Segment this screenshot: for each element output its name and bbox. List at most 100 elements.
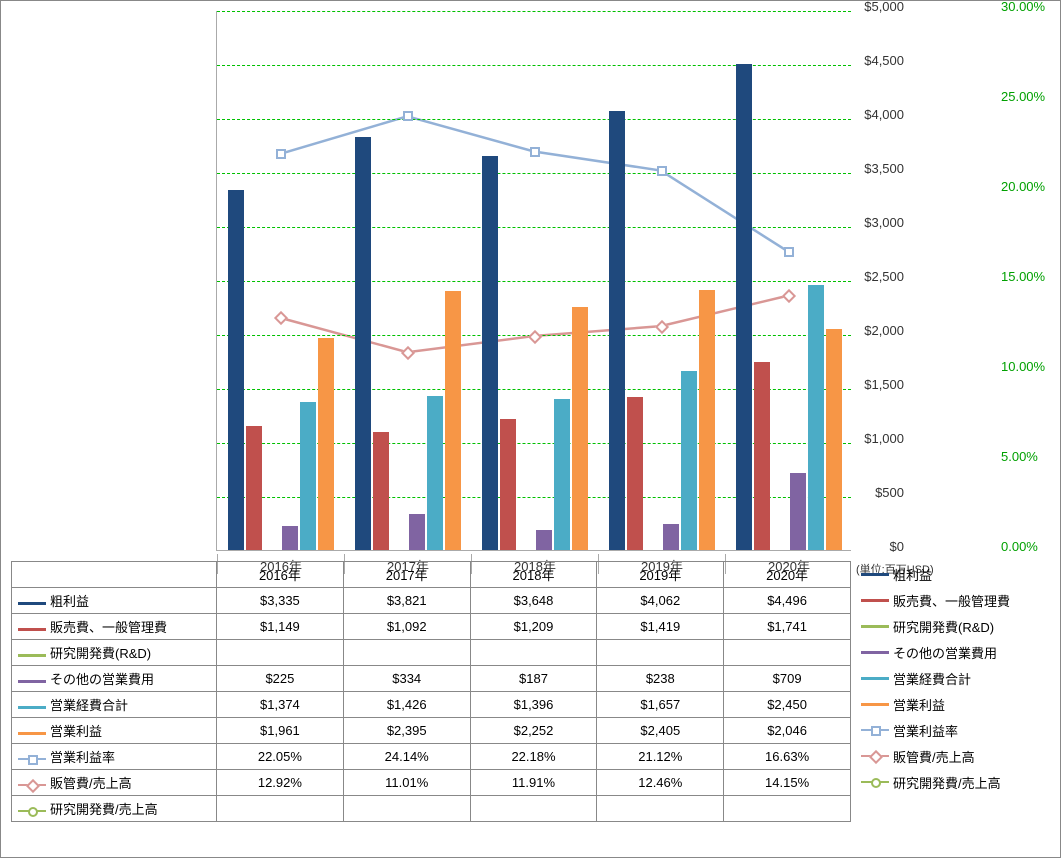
table-header-cell: 2016年 [217, 562, 344, 588]
grid-line [217, 119, 851, 120]
left-axis-tick: $4,500 [854, 53, 904, 68]
table-cell: $1,426 [343, 692, 470, 718]
right-axis-tick: 25.00% [1001, 89, 1045, 104]
table-cell [724, 640, 851, 666]
table-cell: 14.15% [724, 770, 851, 796]
grid-line [217, 65, 851, 66]
left-axis-tick: $3,000 [854, 215, 904, 230]
bar-total_opex [681, 371, 697, 550]
legend-swatch [18, 597, 46, 609]
left-axis-tick: $2,500 [854, 269, 904, 284]
legend-label: 研究開発費/売上高 [893, 773, 1001, 792]
series-label: 営業利益率 [50, 750, 115, 765]
bar-gross_profit [609, 111, 625, 550]
table-cell: 11.01% [343, 770, 470, 796]
legend-label: 販売費、一般管理費 [893, 591, 1010, 610]
right-axis-tick: 15.00% [1001, 269, 1045, 284]
bar-sga [500, 419, 516, 550]
table-cell: $2,450 [724, 692, 851, 718]
legend-item: 営業経費合計 [861, 665, 1056, 691]
left-axis-tick: $5,000 [854, 0, 904, 14]
table-cell: $1,209 [470, 614, 597, 640]
table-cell: 12.46% [597, 770, 724, 796]
bar-op_income [318, 338, 334, 550]
table-cell: $1,396 [470, 692, 597, 718]
legend-swatch [861, 594, 889, 606]
marker-sga_ratio [781, 289, 795, 303]
right-y-axis: 0.00%5.00%10.00%15.00%20.00%25.00%30.00% [1001, 7, 1056, 555]
bar-sga [754, 362, 770, 550]
table-row: その他の営業費用$225$334$187$238$709 [12, 666, 851, 692]
table-row: 粗利益$3,335$3,821$3,648$4,062$4,496 [12, 588, 851, 614]
plot-area: 2016年2017年2018年2019年2020年 [216, 11, 851, 551]
table-cell: $3,648 [470, 588, 597, 614]
grid-line [217, 11, 851, 12]
legend-label: 販管費/売上高 [893, 747, 975, 766]
legend-item: 営業利益 [861, 691, 1056, 717]
table-cell: $1,961 [217, 718, 344, 744]
marker-op_margin [530, 147, 540, 157]
table-row: 研究開発費/売上高 [12, 796, 851, 822]
table-cell: $3,821 [343, 588, 470, 614]
table-cell [217, 796, 344, 822]
marker-sga_ratio [654, 320, 668, 334]
grid-line [217, 227, 851, 228]
table-cell: 21.12% [597, 744, 724, 770]
right-axis-tick: 5.00% [1001, 449, 1038, 464]
left-axis-tick: $4,000 [854, 107, 904, 122]
bar-total_opex [808, 285, 824, 550]
table-cell: $238 [597, 666, 724, 692]
table-row: 営業利益$1,961$2,395$2,252$2,405$2,046 [12, 718, 851, 744]
table-cell: 11.91% [470, 770, 597, 796]
right-axis-tick: 30.00% [1001, 0, 1045, 14]
marker-op_margin [403, 111, 413, 121]
data-table: 2016年2017年2018年2019年2020年 粗利益$3,335$3,82… [11, 561, 851, 822]
legend-label: その他の営業費用 [893, 643, 997, 662]
table-row: 研究開発費(R&D) [12, 640, 851, 666]
grid-line [217, 173, 851, 174]
table-cell [470, 796, 597, 822]
left-axis-tick: $1,500 [854, 377, 904, 392]
bar-other_opex [536, 530, 552, 550]
legend-swatch [18, 701, 46, 713]
table-row: 営業経費合計$1,374$1,426$1,396$1,657$2,450 [12, 692, 851, 718]
series-label: 研究開発費/売上高 [50, 802, 158, 817]
grid-line [217, 281, 851, 282]
right-axis-tick: 20.00% [1001, 179, 1045, 194]
table-cell: $225 [217, 666, 344, 692]
left-y-axis: $0$500$1,000$1,500$2,000$2,500$3,000$3,5… [854, 7, 909, 555]
table-cell: $1,741 [724, 614, 851, 640]
table-cell: $3,335 [217, 588, 344, 614]
legend-swatch [18, 805, 46, 817]
table-cell: 12.92% [217, 770, 344, 796]
legend-swatch [861, 620, 889, 632]
bar-op_income [572, 307, 588, 550]
table-cell [597, 640, 724, 666]
series-label: 販管費/売上高 [50, 776, 132, 791]
legend-swatch [18, 779, 46, 791]
table-cell: $1,657 [597, 692, 724, 718]
left-axis-tick: $500 [854, 485, 904, 500]
legend-swatch [18, 675, 46, 687]
table-cell [724, 796, 851, 822]
legend-swatch [861, 724, 889, 736]
bar-gross_profit [355, 137, 371, 550]
series-label: その他の営業費用 [50, 672, 154, 687]
legend-item: 販売費、一般管理費 [861, 587, 1056, 613]
legend-label: 営業経費合計 [893, 669, 971, 688]
table-row: 販管費/売上高 12.92%11.01%11.91%12.46%14.15% [12, 770, 851, 796]
table-cell [343, 640, 470, 666]
legend-label: 研究開発費(R&D) [893, 617, 994, 636]
bar-op_income [826, 329, 842, 550]
legend-swatch [861, 568, 889, 580]
bar-other_opex [282, 526, 298, 550]
left-axis-tick: $3,500 [854, 161, 904, 176]
table-cell [217, 640, 344, 666]
table-header-cell: 2020年 [724, 562, 851, 588]
bar-total_opex [427, 396, 443, 550]
table-cell: $2,252 [470, 718, 597, 744]
marker-sga_ratio [400, 346, 414, 360]
bar-other_opex [790, 473, 806, 550]
table-cell [470, 640, 597, 666]
legend-swatch [861, 776, 889, 788]
